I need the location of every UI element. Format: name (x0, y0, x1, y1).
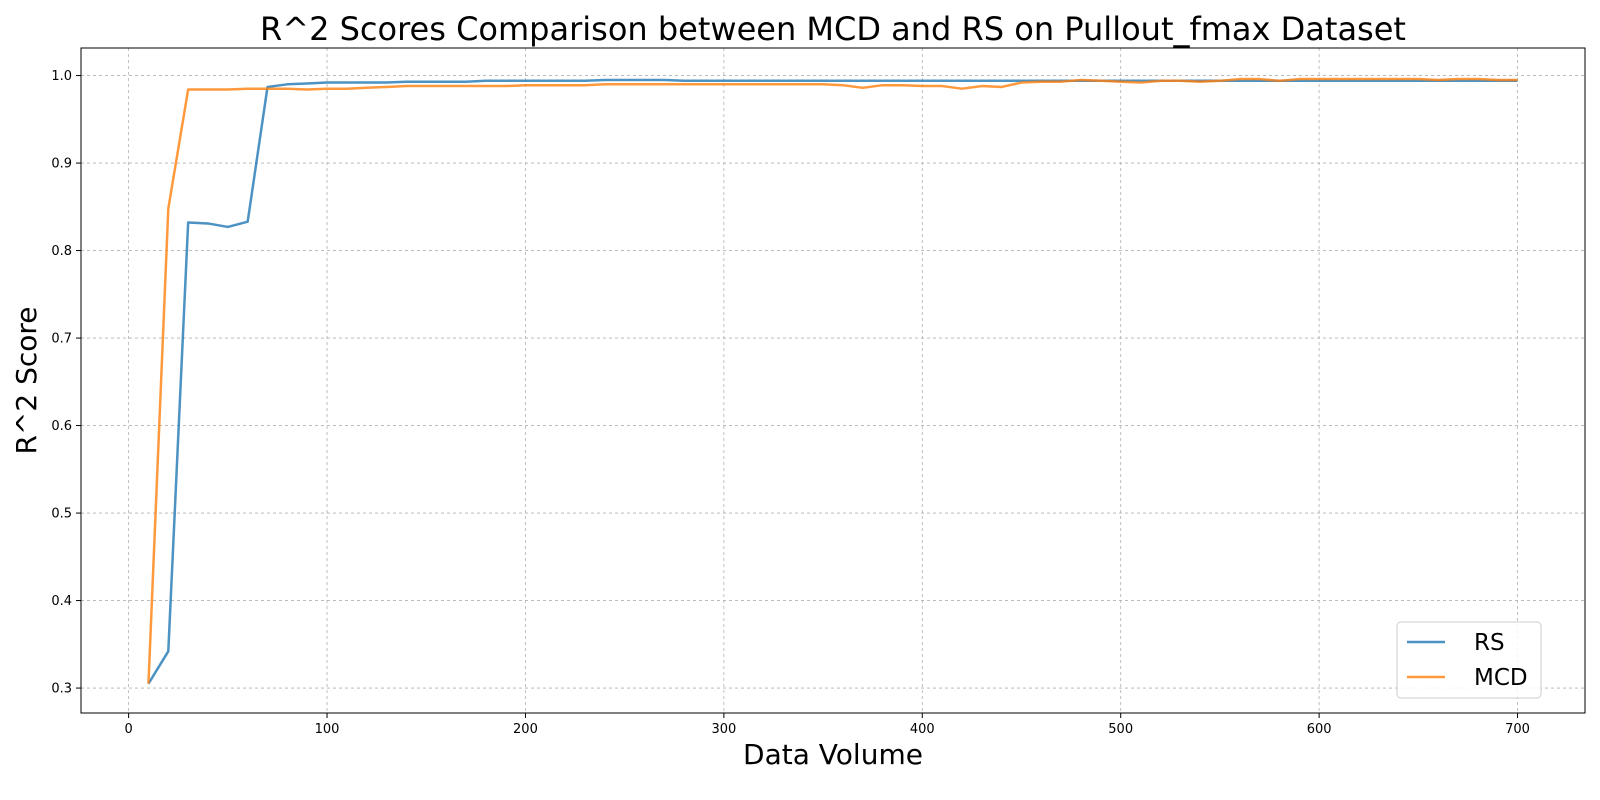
x-tick-label: 600 (1307, 722, 1332, 737)
legend-label-mcd: MCD (1474, 665, 1528, 691)
grid-layer (81, 48, 1585, 713)
y-tick-label: 0.5 (51, 507, 72, 522)
y-tick-label: 0.3 (51, 682, 72, 697)
plot-frame (80, 47, 1586, 714)
x-tick-label: 100 (315, 722, 340, 737)
y-tick-label: 0.7 (51, 332, 72, 347)
y-tick-label: 0.8 (51, 244, 72, 259)
y-tick-label: 1.0 (51, 69, 72, 84)
chart-title: R^2 Scores Comparison between MCD and RS… (260, 10, 1406, 48)
y-tick-label: 0.4 (51, 594, 72, 609)
series-layer (147, 77, 1518, 685)
x-tick-label: 300 (711, 722, 736, 737)
x-tick-label: 500 (1108, 722, 1133, 737)
legend: RS MCD (1396, 621, 1542, 699)
x-axis-label: Data Volume (743, 738, 923, 771)
x-tick-label: 700 (1505, 722, 1530, 737)
legend-label-rs: RS (1474, 630, 1505, 656)
x-tick-label: 400 (910, 722, 935, 737)
y-tick-label: 0.6 (51, 419, 72, 434)
x-tick-label: 200 (513, 722, 538, 737)
ticks-layer: 0 100 200 300 400 500 600 700 0.3 0.4 0.5 0.6 0.7 0.8… (51, 69, 1530, 737)
y-axis-label: R^2 Score (10, 306, 43, 454)
x-tick-label: 0 (124, 722, 132, 737)
y-tick-label: 0.9 (51, 157, 72, 172)
series-line-mcd (147, 77, 1518, 684)
series-line-rs (147, 78, 1518, 685)
